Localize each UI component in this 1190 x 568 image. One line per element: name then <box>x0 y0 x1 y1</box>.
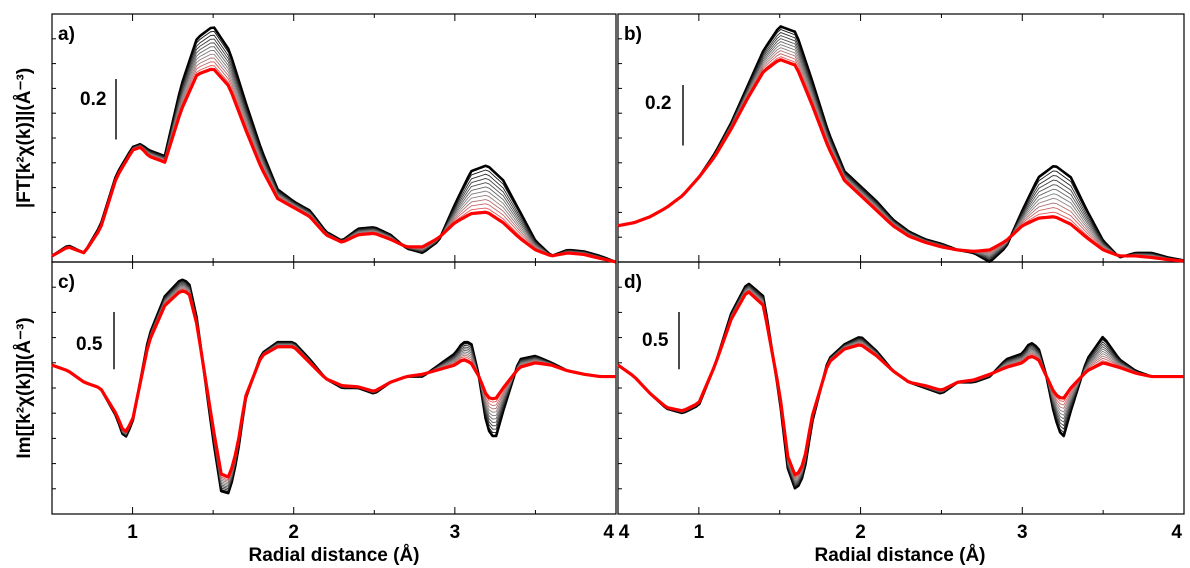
panel-a-frame <box>51 13 617 263</box>
panel-c-curve-3 <box>51 281 616 491</box>
panel-c-curve-12 <box>51 289 616 479</box>
panel-a-curve-4 <box>51 38 617 263</box>
x-tick-label: 4 <box>603 522 614 543</box>
panel-a-curve-5 <box>51 42 617 263</box>
ticks-layer: 1 2 3 4 1 2 3 44 <box>51 14 1185 543</box>
panel-d-curve-8 <box>617 288 1184 481</box>
x-tick-label: 4 <box>1171 522 1182 543</box>
panel-d-curve-5 <box>617 286 1184 484</box>
panel-b-curve-4 <box>617 35 1185 262</box>
panel-label-c: c) <box>58 272 75 293</box>
panel-c-curve-5 <box>51 283 616 488</box>
panel-c-frame <box>51 261 617 515</box>
panel-a-curve-7 <box>51 50 617 263</box>
panel-d-curve-7 <box>617 287 1184 482</box>
panel-c-curve-1 <box>51 278 616 495</box>
panel-d-curve-12 <box>617 290 1184 477</box>
scale-label-a: 0.2 <box>80 89 106 110</box>
x-tick-label: 1 <box>127 522 138 543</box>
panel-b-curve-6 <box>617 41 1185 262</box>
curves-layer <box>51 25 1185 495</box>
y-axis-label-top: |FT[k²χ(k)]|(Å⁻³) <box>14 68 35 208</box>
panel-a-curve-1 <box>51 26 617 264</box>
panel-d-curve-3 <box>617 284 1184 487</box>
panel-c-curve-4 <box>51 282 616 490</box>
panel-label-a: a) <box>58 24 75 45</box>
x-tick-label: 2 <box>288 522 299 543</box>
y-axis-label-bottom: Im[[k²χ(k)]](Å⁻³) <box>14 317 35 458</box>
panel-b-curve-8 <box>617 47 1185 262</box>
x-tick-label: 3 <box>450 522 461 543</box>
panel-label-d: d) <box>624 272 642 293</box>
panel-d-frame <box>617 261 1185 515</box>
panel-b-curve-12 <box>617 58 1185 263</box>
scale-label-b: 0.2 <box>645 93 671 114</box>
x-tick-label: 1 <box>694 522 705 543</box>
panel-d-curve-1 <box>617 282 1184 490</box>
panel-b-curve-5 <box>617 38 1185 262</box>
scale-label-c: 0.5 <box>76 334 103 355</box>
x-axis-label-d: Radial distance (Å) <box>814 545 985 566</box>
x-tick-label: 2 <box>855 522 866 543</box>
panel-d-curve-9 <box>617 289 1184 479</box>
panel-d-curve-4 <box>617 285 1184 486</box>
panel-d-curve-2 <box>617 284 1184 488</box>
scale-label-d: 0.5 <box>642 330 669 351</box>
panel-c-curve-2 <box>51 280 616 493</box>
panel-b-curve-2 <box>617 29 1185 262</box>
x-axis-label-c: Radial distance (Å) <box>248 545 419 566</box>
panel-d-curve-11 <box>617 290 1184 477</box>
panel-d-curve-6 <box>617 287 1184 483</box>
x-tick-label: 3 <box>1017 522 1028 543</box>
x-tick-label: 4 <box>619 522 630 543</box>
panel-c-curve-7 <box>51 285 616 485</box>
panel-d-curve-10 <box>617 290 1184 478</box>
panel-label-b: b) <box>624 24 642 45</box>
panel-a-curve-12 <box>51 67 617 264</box>
panel-a-curve-6 <box>51 46 617 263</box>
panel-b-curve-7 <box>617 44 1185 262</box>
panel-c-curve-6 <box>51 284 616 487</box>
panel-b-curve-3 <box>617 32 1185 262</box>
